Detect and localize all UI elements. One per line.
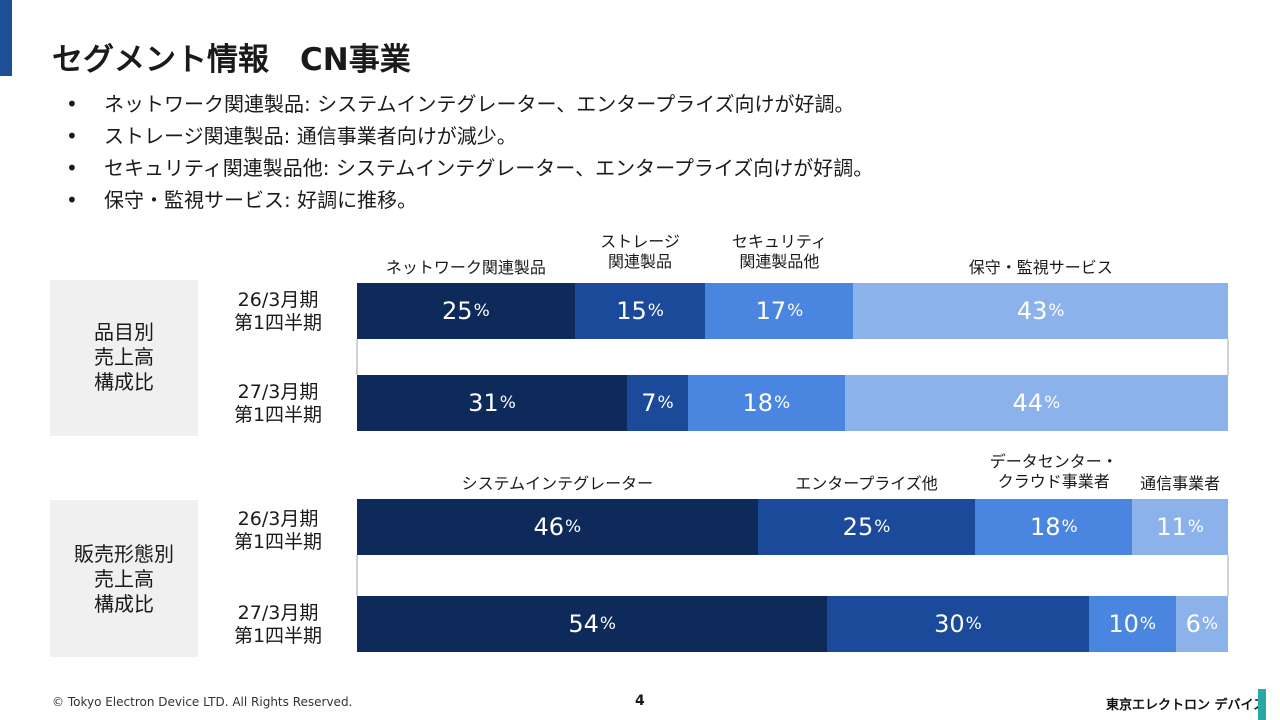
percent-unit-label: % <box>599 614 617 634</box>
percent-unit-label: % <box>1061 517 1078 537</box>
sales-chart-period-1: 26/3月期 第1四半期 <box>233 508 323 553</box>
bar-value-label: 17 <box>755 297 787 325</box>
bar-segment: 44% <box>844 375 1228 431</box>
series-label: データセンター・ クラウド事業者 <box>989 452 1118 491</box>
bar-value-label: 46 <box>533 513 565 541</box>
product-chart-row-title: 品目別 売上高 構成比 <box>94 320 154 394</box>
series-label: ストレージ 関連製品 <box>600 232 680 271</box>
bar-segment: 17% <box>705 283 854 339</box>
bar-value-label: 44 <box>1012 389 1044 417</box>
bar-segment: 54% <box>357 596 828 652</box>
page-number: 4 <box>635 693 645 709</box>
title-accent-bar <box>0 0 12 76</box>
series-label: セキュリティ 関連製品他 <box>731 232 827 271</box>
percent-unit-label: % <box>874 517 891 537</box>
percent-unit-label: % <box>1044 393 1061 413</box>
page-title: セグメント情報 CN事業 <box>52 42 411 78</box>
bullet-item: ストレージ関連製品: 通信事業者向けが減少。 <box>66 120 873 152</box>
copyright-text: © Tokyo Electron Device LTD. All Rights … <box>52 695 353 709</box>
series-label: 通信事業者 <box>1140 474 1221 493</box>
bar-value-label: 7 <box>641 389 657 417</box>
percent-unit-label: % <box>1048 301 1065 321</box>
bar-value-label: 18 <box>742 389 774 417</box>
percent-unit-label: % <box>565 517 582 537</box>
series-label: システムインテグレーター <box>461 474 654 493</box>
bar-segment: 25% <box>357 283 575 339</box>
percent-unit-label: % <box>499 393 516 413</box>
bar-value-label: 18 <box>1029 513 1061 541</box>
bar-value-label: 30 <box>934 610 965 638</box>
percent-unit-label: % <box>657 393 674 413</box>
series-label: ネットワーク関連製品 <box>385 258 546 277</box>
bullet-item: 保守・監視サービス: 好調に推移。 <box>66 184 873 216</box>
bar-value-label: 6 <box>1185 610 1201 638</box>
percent-unit-label: % <box>647 301 664 321</box>
product-chart-period-1: 26/3月期 第1四半期 <box>233 289 323 334</box>
sales-chart-period-2: 27/3月期 第1四半期 <box>233 602 323 647</box>
bar-segment: 6% <box>1175 596 1228 652</box>
bar-segment: 10% <box>1088 596 1176 652</box>
bar-value-label: 25 <box>842 513 874 541</box>
bar-value-label: 43 <box>1016 297 1048 325</box>
logo-accent-bar <box>1258 689 1266 720</box>
percent-unit-label: % <box>965 614 982 634</box>
company-logo: 東京エレクトロン デバイス <box>1106 698 1267 713</box>
percent-unit-label: % <box>787 301 804 321</box>
percent-unit-label: % <box>1139 614 1157 634</box>
bar-segment: 31% <box>357 375 627 431</box>
percent-unit-label: % <box>774 393 791 413</box>
bar-segment: 18% <box>975 499 1133 555</box>
bar-value-label: 25 <box>442 297 473 325</box>
bar-segment: 46% <box>357 499 758 555</box>
product-chart-row-title-box <box>50 280 198 436</box>
bullet-list: ネットワーク関連製品: システムインテグレーター、エンタープライズ向けが好調。 … <box>66 88 873 216</box>
bar-segment: 30% <box>827 596 1089 652</box>
bullet-item: セキュリティ関連製品他: システムインテグレーター、エンタープライズ向けが好調。 <box>66 152 873 184</box>
product-chart-period-2: 27/3月期 第1四半期 <box>233 381 323 426</box>
bar-value-label: 31 <box>468 389 499 417</box>
series-label: 保守・監視サービス <box>968 258 1113 277</box>
bar-value-label: 54 <box>568 610 599 638</box>
bullet-item: ネットワーク関連製品: システムインテグレーター、エンタープライズ向けが好調。 <box>66 88 873 120</box>
percent-unit-label: % <box>1201 614 1219 634</box>
bar-segment: 15% <box>574 283 706 339</box>
percent-unit-label: % <box>1187 517 1204 537</box>
series-label: エンタープライズ他 <box>795 474 938 493</box>
sales-chart-row-title-box <box>50 500 198 657</box>
bar-segment: 43% <box>853 283 1228 339</box>
bar-value-label: 11 <box>1156 513 1187 541</box>
bar-value-label: 10 <box>1108 610 1139 638</box>
sales-chart-row-title: 販売形態別 売上高 構成比 <box>74 542 174 616</box>
percent-unit-label: % <box>473 301 490 321</box>
bar-segment: 25% <box>757 499 976 555</box>
bar-segment: 7% <box>627 375 688 431</box>
bar-segment: 11% <box>1132 499 1228 555</box>
bar-segment: 18% <box>687 375 845 431</box>
bar-value-label: 15 <box>616 297 647 325</box>
